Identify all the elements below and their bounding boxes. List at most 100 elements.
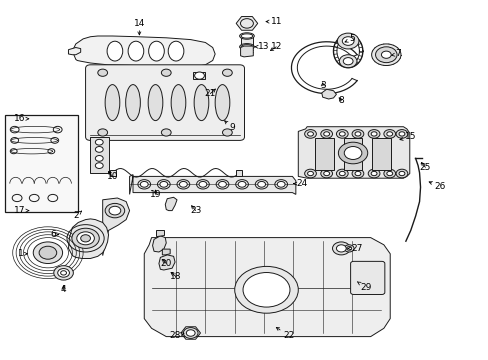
Circle shape [351, 169, 363, 178]
Circle shape [339, 55, 356, 68]
Text: 5: 5 [344, 34, 354, 43]
Circle shape [72, 228, 99, 248]
Circle shape [238, 181, 245, 187]
Circle shape [323, 132, 329, 136]
Text: 6: 6 [50, 230, 59, 239]
Circle shape [33, 242, 62, 264]
Circle shape [186, 330, 195, 336]
Circle shape [342, 37, 353, 45]
Ellipse shape [107, 41, 122, 61]
Circle shape [95, 147, 103, 152]
Ellipse shape [125, 85, 140, 121]
Text: 15: 15 [399, 132, 416, 141]
Ellipse shape [171, 85, 185, 121]
Circle shape [98, 129, 107, 136]
Text: 29: 29 [357, 282, 371, 292]
Circle shape [371, 44, 400, 66]
Circle shape [58, 269, 69, 277]
Ellipse shape [128, 41, 143, 61]
Polygon shape [68, 48, 81, 55]
Polygon shape [68, 219, 108, 258]
Circle shape [343, 58, 352, 65]
Ellipse shape [239, 33, 254, 39]
Text: 24: 24 [293, 179, 307, 188]
FancyBboxPatch shape [350, 261, 384, 294]
Polygon shape [235, 170, 242, 176]
Circle shape [344, 245, 353, 252]
Text: 2: 2 [73, 211, 81, 220]
Polygon shape [110, 170, 116, 176]
Circle shape [183, 328, 198, 338]
Circle shape [304, 130, 316, 138]
Circle shape [320, 130, 332, 138]
Circle shape [336, 169, 347, 178]
Ellipse shape [194, 85, 208, 121]
Polygon shape [236, 17, 257, 30]
Text: 4: 4 [61, 285, 66, 294]
Text: 17: 17 [14, 206, 29, 215]
Circle shape [98, 69, 107, 76]
Circle shape [337, 33, 358, 49]
Circle shape [307, 171, 313, 176]
Circle shape [140, 181, 148, 187]
Text: 28: 28 [169, 331, 183, 340]
Circle shape [105, 203, 124, 218]
Polygon shape [90, 137, 108, 173]
Circle shape [383, 169, 395, 178]
Ellipse shape [148, 41, 164, 61]
Circle shape [95, 163, 103, 168]
Text: 27: 27 [347, 244, 362, 253]
Polygon shape [72, 36, 215, 67]
Bar [5, 115, 78, 212]
Circle shape [222, 129, 232, 136]
Circle shape [370, 171, 376, 176]
Circle shape [304, 169, 316, 178]
Text: 26: 26 [428, 182, 445, 191]
Circle shape [338, 142, 367, 164]
Polygon shape [162, 249, 170, 255]
Ellipse shape [239, 44, 254, 50]
Circle shape [381, 51, 390, 58]
Polygon shape [156, 230, 163, 236]
Circle shape [383, 130, 395, 138]
Circle shape [257, 181, 265, 187]
Circle shape [307, 132, 313, 136]
Polygon shape [159, 255, 175, 270]
Polygon shape [193, 72, 205, 79]
Polygon shape [152, 236, 166, 252]
Circle shape [95, 139, 103, 145]
Polygon shape [298, 127, 409, 178]
Text: 13: 13 [255, 42, 269, 51]
Polygon shape [102, 198, 129, 256]
Circle shape [323, 171, 329, 176]
Text: 10: 10 [106, 171, 118, 181]
Ellipse shape [105, 85, 120, 121]
Circle shape [320, 169, 332, 178]
Text: 3: 3 [319, 81, 325, 90]
Polygon shape [343, 138, 362, 170]
Circle shape [375, 47, 396, 63]
Circle shape [81, 235, 90, 242]
Circle shape [160, 181, 167, 187]
Circle shape [77, 232, 94, 245]
Text: 16: 16 [14, 114, 29, 123]
Circle shape [386, 171, 392, 176]
Circle shape [339, 132, 345, 136]
Circle shape [179, 181, 187, 187]
Circle shape [161, 69, 171, 76]
Circle shape [222, 69, 232, 76]
Circle shape [199, 181, 206, 187]
FancyBboxPatch shape [85, 65, 244, 140]
Polygon shape [315, 138, 333, 170]
Polygon shape [371, 138, 390, 170]
Circle shape [39, 246, 57, 259]
Text: 25: 25 [419, 162, 430, 172]
Polygon shape [129, 175, 295, 194]
Circle shape [351, 130, 363, 138]
Bar [241, 34, 252, 48]
Circle shape [234, 266, 298, 313]
Circle shape [54, 266, 73, 280]
Polygon shape [240, 46, 253, 57]
Text: 20: 20 [160, 259, 172, 268]
Circle shape [339, 171, 345, 176]
